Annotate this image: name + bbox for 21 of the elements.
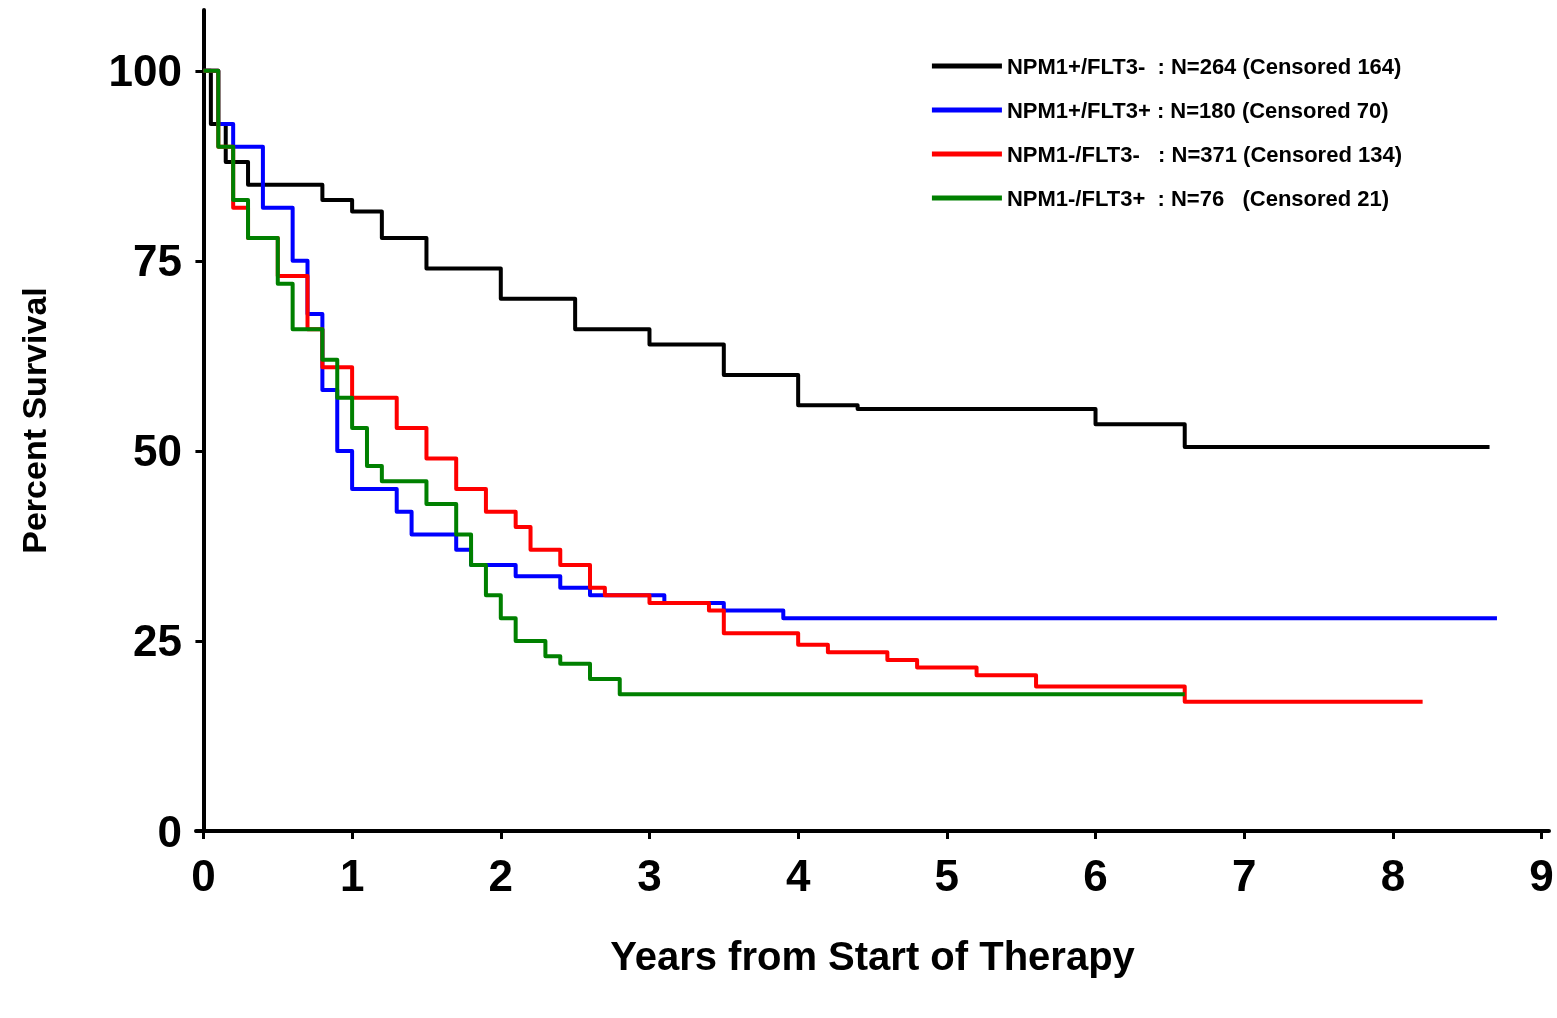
y-tick-label: 75 (133, 236, 182, 286)
x-tick-label: 6 (1083, 850, 1108, 900)
x-tick-label: 3 (637, 850, 662, 900)
legend-label: NPM1+/FLT3+ : N=180 (Censored 70) (1006, 97, 1389, 123)
x-tick-label: 8 (1380, 850, 1406, 900)
x-axis-title: Years from Start of Therapy (610, 934, 1136, 978)
legend-label: NPM1-/FLT3- : N=371 (Censored 134) (1006, 141, 1402, 167)
y-tick-label: 50 (133, 426, 182, 476)
x-tick-label: 4 (785, 850, 811, 900)
x-tick-label: 7 (1231, 850, 1257, 900)
x-tick-label: 0 (191, 850, 216, 900)
legend-label: NPM1-/FLT3+ : N=76 (Censored 21) (1006, 185, 1390, 211)
x-tick-label: 5 (934, 850, 960, 900)
y-axis-title: Percent Survival (15, 287, 53, 554)
x-tick-label: 2 (488, 850, 514, 900)
y-tick-label: 100 (108, 46, 182, 96)
x-tick-label: 9 (1529, 850, 1554, 900)
y-tick-label: 0 (157, 806, 182, 856)
x-tick-label: 1 (339, 850, 365, 900)
legend-label: NPM1+/FLT3- : N=264 (Censored 164) (1006, 53, 1402, 79)
y-tick-label: 25 (133, 616, 182, 666)
